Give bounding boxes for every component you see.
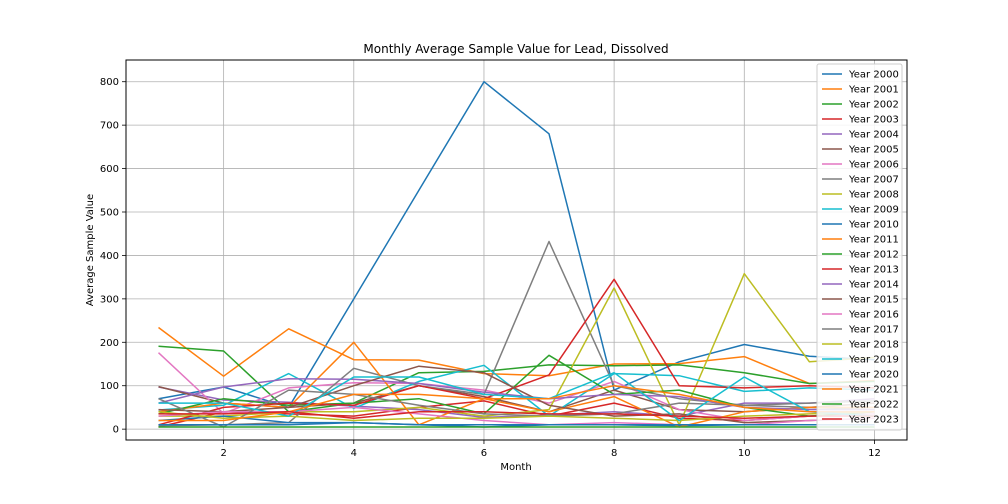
legend-label: Year 2005 xyxy=(848,145,899,156)
legend-item: Year 2018 xyxy=(822,340,899,351)
legend-label: Year 2004 xyxy=(848,130,899,141)
legend-label: Year 2016 xyxy=(848,310,899,321)
x-tick-label: 10 xyxy=(738,448,751,459)
legend-label: Year 2013 xyxy=(848,265,899,276)
legend-label: Year 2020 xyxy=(848,370,899,381)
x-tick-label: 4 xyxy=(351,448,357,459)
legend-item: Year 2010 xyxy=(822,220,899,231)
legend-label: Year 2003 xyxy=(848,115,899,126)
legend-item: Year 2017 xyxy=(822,325,899,336)
legend-item: Year 2002 xyxy=(822,100,899,111)
legend-item: Year 2000 xyxy=(822,70,899,81)
legend-item: Year 2021 xyxy=(822,385,899,396)
series-line-year-2004 xyxy=(158,386,875,419)
legend-item: Year 2023 xyxy=(822,415,899,426)
y-tick-label: 800 xyxy=(100,77,119,88)
y-tick-label: 300 xyxy=(100,294,119,305)
series-layer xyxy=(157,80,875,428)
legend-label: Year 2001 xyxy=(848,85,899,96)
legend-label: Year 2008 xyxy=(848,190,899,201)
legend-item: Year 2013 xyxy=(822,265,899,276)
y-tick-label: 200 xyxy=(100,338,119,349)
series-line-year-2009 xyxy=(158,364,875,417)
series-line-year-2023 xyxy=(158,411,875,420)
legend-label: Year 2009 xyxy=(848,205,899,216)
series-line-year-2015 xyxy=(158,365,875,424)
series-line-year-2013 xyxy=(158,278,875,426)
legend-label: Year 2012 xyxy=(848,250,899,261)
legend-label: Year 2022 xyxy=(848,400,899,411)
series-line-year-2001 xyxy=(158,326,875,385)
y-tick-label: 600 xyxy=(100,164,119,175)
chart-title: Monthly Average Sample Value for Lead, D… xyxy=(363,42,668,56)
plot-frame xyxy=(125,59,908,441)
x-axis-label: Month xyxy=(500,462,531,473)
legend-item: Year 2022 xyxy=(822,400,899,411)
x-tick-label: 2 xyxy=(220,448,226,459)
legend-item: Year 2009 xyxy=(822,205,899,216)
legend-label: Year 2014 xyxy=(848,280,899,291)
legend-item: Year 2008 xyxy=(822,190,899,201)
legend-item: Year 2011 xyxy=(822,235,899,246)
legend-label: Year 2015 xyxy=(848,295,899,306)
series-line-year-2021 xyxy=(158,384,875,422)
legend-label: Year 2010 xyxy=(848,220,899,231)
grid xyxy=(126,60,907,440)
legend-label: Year 2006 xyxy=(848,160,899,171)
legend-item: Year 2005 xyxy=(822,145,899,156)
legend-item: Year 2012 xyxy=(822,250,899,261)
x-tick-label: 12 xyxy=(868,448,881,459)
legend-item: Year 2016 xyxy=(822,310,899,321)
y-tick-label: 500 xyxy=(100,208,119,219)
legend-label: Year 2021 xyxy=(848,385,899,396)
series-line-year-2018 xyxy=(158,411,875,422)
legend-label: Year 2019 xyxy=(848,355,899,366)
legend-label: Year 2007 xyxy=(848,175,899,186)
legend-item: Year 2001 xyxy=(822,85,899,96)
legend-item: Year 2004 xyxy=(822,130,899,141)
legend: Year 2000 Year 2001 Year 2002 Year 2003 Year… xyxy=(816,63,903,431)
legend-item: Year 2015 xyxy=(822,295,899,306)
x-axis-ticks: 2 4 6 8 10 12 xyxy=(220,440,881,459)
series-line-year-2020 xyxy=(158,421,875,426)
y-tick-label: 400 xyxy=(100,251,119,262)
y-tick-label: 700 xyxy=(100,121,119,132)
legend-item: Year 2003 xyxy=(822,115,899,126)
legend-label: Year 2011 xyxy=(848,235,899,246)
y-tick-label: 100 xyxy=(100,381,119,392)
legend-box xyxy=(816,63,903,431)
y-tick-label: 0 xyxy=(113,425,119,436)
legend-item: Year 2014 xyxy=(822,280,899,291)
legend-item: Year 2006 xyxy=(822,160,899,171)
legend-item: Year 2019 xyxy=(822,355,899,366)
series-line-year-2011 xyxy=(158,341,875,428)
legend-label: Year 2023 xyxy=(848,415,899,426)
x-tick-label: 8 xyxy=(611,448,617,459)
series-line-year-2017 xyxy=(158,389,875,428)
legend-item: Year 2007 xyxy=(822,175,899,186)
legend-label: Year 2018 xyxy=(848,340,899,351)
x-tick-label: 6 xyxy=(481,448,487,459)
legend-label: Year 2000 xyxy=(848,70,899,81)
y-axis-ticks: 0 100 200 300 400 500 600 700 800 xyxy=(100,77,126,436)
legend-label: Year 2017 xyxy=(848,325,899,336)
legend-label: Year 2002 xyxy=(848,100,899,111)
legend-item: Year 2020 xyxy=(822,370,899,381)
y-axis-label: Average Sample Value xyxy=(85,194,96,306)
